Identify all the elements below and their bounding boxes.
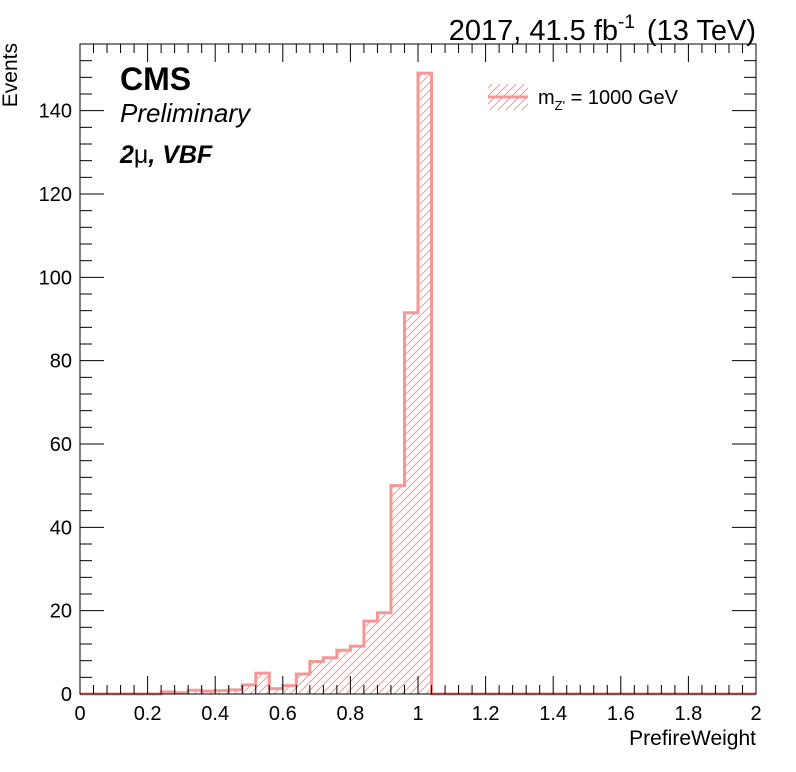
x-tick-label: 1.8 bbox=[674, 703, 702, 725]
y-tick-label: 60 bbox=[50, 434, 72, 456]
histogram-bin bbox=[336, 650, 351, 694]
histogram-bin bbox=[390, 485, 405, 694]
legend-label-rest: = 1000 GeV bbox=[565, 87, 679, 109]
channel-label: 2μ, VBF bbox=[119, 141, 213, 169]
lumi-label: 2017, 41.5 fb-1 (13 TeV) bbox=[449, 12, 756, 47]
x-tick-label: 2 bbox=[750, 703, 761, 725]
x-tick-label: 1 bbox=[412, 703, 423, 725]
channel-mu: μ bbox=[134, 141, 148, 169]
histogram-bin bbox=[309, 661, 324, 694]
histogram-bin bbox=[242, 684, 256, 694]
y-tick-label: 140 bbox=[39, 101, 72, 123]
histogram-bin bbox=[282, 685, 297, 694]
y-tick-label: 80 bbox=[50, 351, 72, 373]
experiment-label: CMS bbox=[120, 61, 191, 97]
y-tick-label: 100 bbox=[39, 267, 72, 289]
histogram-bin bbox=[323, 657, 337, 694]
plot-area bbox=[80, 71, 756, 696]
legend: mZ' = 1000 GeV bbox=[488, 84, 679, 113]
histogram-bin bbox=[350, 646, 364, 694]
histogram-bin bbox=[188, 690, 202, 694]
legend-label-main: m bbox=[538, 87, 555, 109]
histogram-bin bbox=[269, 688, 283, 694]
x-tick-label: 1.4 bbox=[539, 703, 567, 725]
axes: 0 0.2 0.4 0.6 0.8 1 1.2 1.4 1.6 1.8 20204060801001… bbox=[39, 43, 762, 725]
y-tick-label: 20 bbox=[50, 601, 72, 623]
histogram-bin bbox=[404, 312, 418, 694]
histogram-bin bbox=[255, 673, 270, 694]
channel-rest: , VBF bbox=[147, 141, 213, 169]
histogram-bin bbox=[296, 674, 310, 694]
y-tick-label: 0 bbox=[61, 684, 72, 706]
x-tick-label: 1.2 bbox=[472, 703, 500, 725]
histogram-bin bbox=[215, 690, 229, 694]
histogram-bin bbox=[418, 73, 432, 694]
histogram-bin bbox=[377, 612, 391, 694]
x-tick-label: 0 bbox=[74, 703, 85, 725]
channel-number: 2 bbox=[119, 141, 134, 169]
x-axis-title: PrefireWeight bbox=[629, 727, 756, 750]
x-tick-label: 0.8 bbox=[336, 703, 364, 725]
x-tick-label: 0.4 bbox=[201, 703, 229, 725]
histogram-bin bbox=[228, 689, 243, 694]
x-tick-label: 0.2 bbox=[134, 703, 162, 725]
lumi-exponent: -1 bbox=[618, 12, 635, 33]
x-tick-label: 1.6 bbox=[607, 703, 635, 725]
lumi-prefix: 2017, 41.5 fb bbox=[449, 15, 618, 47]
histogram-bin bbox=[363, 621, 378, 694]
status-label: Preliminary bbox=[120, 98, 252, 128]
legend-label: mZ' = 1000 GeV bbox=[538, 87, 679, 113]
y-axis-title: Events bbox=[0, 43, 22, 107]
legend-label-sub: Z' bbox=[555, 98, 565, 113]
y-tick-label: 120 bbox=[39, 184, 72, 206]
x-tick-label: 0.6 bbox=[269, 703, 297, 725]
y-tick-label: 40 bbox=[50, 517, 72, 539]
energy-label: (13 TeV) bbox=[647, 15, 756, 47]
